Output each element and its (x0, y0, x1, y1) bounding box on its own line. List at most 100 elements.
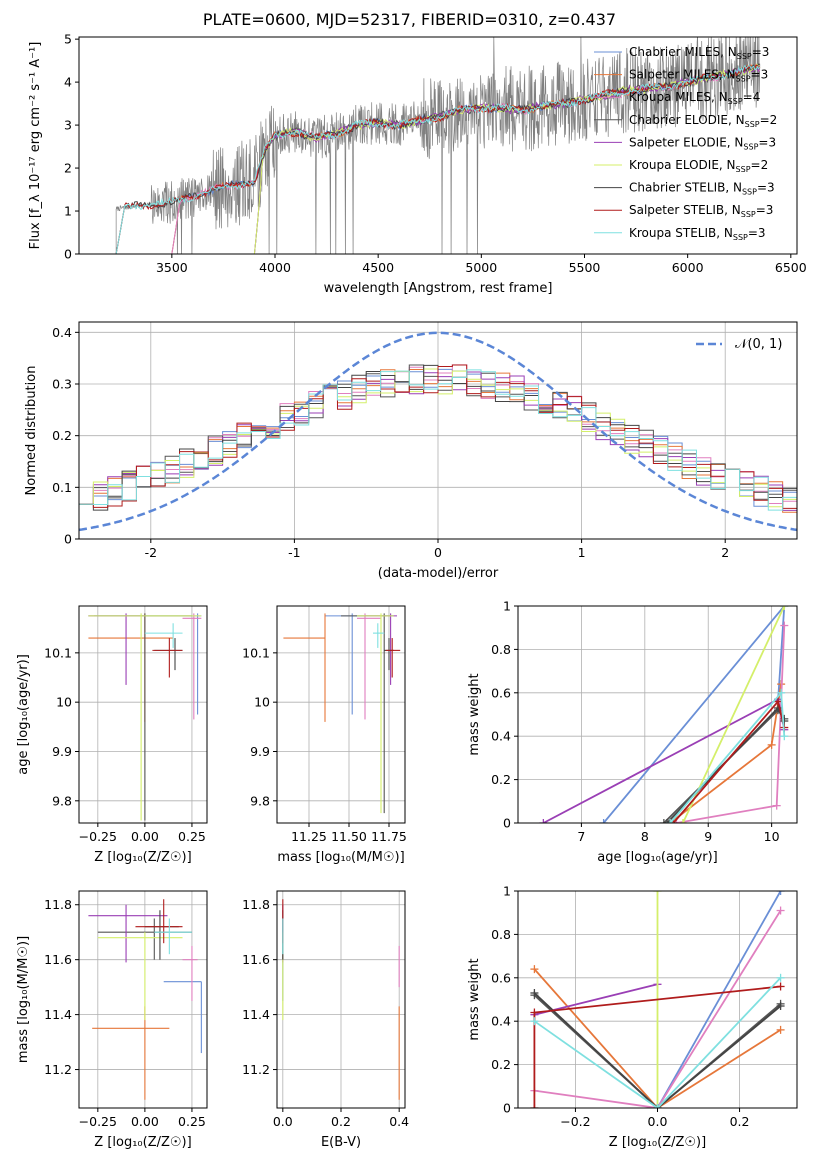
y-axis-label: Flux [f_λ 10⁻¹⁷ erg cm⁻² s⁻¹ A⁻¹] (28, 42, 43, 250)
y-tick-label: 3 (64, 118, 72, 133)
legend-label: Salpeter MILES, NSSP=3 (629, 68, 768, 84)
axes-frame (276, 605, 406, 824)
x-tick-label: 5000 (465, 260, 497, 275)
legend-label: Salpeter STELIB, NSSP=3 (629, 203, 773, 219)
axes-frame (78, 36, 798, 255)
y-axis-label: age [log₁₀(age/yr)] (16, 654, 31, 775)
x-axis-label: Z [log₁₀(Z/Z☉)] (609, 1135, 706, 1150)
residuals-panel: -2 -1 0 1 2 0 0.1 0.2 0.3 0.4 (data-model)/error No… (24, 321, 798, 581)
y-tick-label: 11.2 (44, 1062, 72, 1077)
weight-vs-age-plot-area (539, 606, 789, 823)
legend-label: Kroupa ELODIE, NSSP=2 (629, 158, 768, 174)
weight-line (682, 606, 786, 823)
x-tick-label: 11.25 (291, 829, 327, 844)
weight-line (602, 606, 786, 823)
weight-vs-age-panel: 7 8 9 10 0 0.2 0.4 0.6 0.8 1 age [log₁₀(age/yr)] ma… (467, 599, 798, 865)
x-tick-label: −0.2 (560, 1114, 590, 1129)
age-vs-Z-panel: −0.25 0.00 0.25 9.8 9.9 10 10.1 Z [log₁₀(Z/Z☉)]… (16, 605, 208, 865)
y-tick-label: 5 (64, 32, 72, 47)
legend-label: Kroupa MILES, NSSP=4 (629, 90, 760, 106)
mass-vs-EBV-panel: 0.0 0.2 0.4 11.2 11.4 11.6 11.8 E(B-V) (242, 890, 409, 1150)
x-tick-label: 8 (641, 829, 649, 844)
weight-line (542, 697, 786, 823)
x-tick-label: 5500 (569, 260, 601, 275)
y-tick-label: 10.1 (44, 645, 72, 660)
x-axis-label: mass [log₁₀(M/M☉)] (277, 850, 404, 865)
x-tick-label: 10 (764, 829, 780, 844)
x-tick-label: 0.2 (730, 1114, 750, 1129)
y-tick-label: 1 (64, 204, 72, 219)
legend-label: Salpeter ELODIE, NSSP=3 (629, 135, 776, 151)
histogram-step (79, 369, 797, 511)
age-vs-mass-panel: 11.25 11.50 11.75 9.8 9.9 10 10.1 mass [log₁₀(M… (242, 605, 407, 865)
weight-line (534, 910, 782, 1108)
x-tick-label: 11.75 (371, 829, 407, 844)
x-tick-label: 0.0 (648, 1114, 668, 1129)
legend-label: Kroupa STELIB, NSSP=3 (629, 226, 766, 242)
x-tick-label: 7 (577, 829, 585, 844)
legend-label: Chabrier MILES, NSSP=3 (629, 45, 769, 61)
mass-vs-EBV-plot-area (282, 899, 400, 1100)
weight-line (533, 994, 782, 1108)
weight-line (669, 690, 786, 823)
x-tick-label: 0.25 (178, 1114, 206, 1129)
y-tick-label: 0.3 (52, 377, 72, 392)
x-tick-label: 0.00 (131, 829, 159, 844)
y-tick-label: 9.9 (250, 744, 270, 759)
x-tick-label: 0.2 (331, 1114, 351, 1129)
residuals-plot-area (79, 331, 797, 532)
x-axis-label: wavelength [Angstrom, rest frame] (324, 281, 553, 296)
y-tick-label: 11.8 (242, 897, 270, 912)
x-tick-label: −0.25 (79, 829, 117, 844)
x-tick-label: 3500 (156, 260, 188, 275)
x-axis-label: (data-model)/error (378, 566, 499, 581)
axes-frame (78, 890, 208, 1109)
x-tick-label: 0.4 (389, 1114, 409, 1129)
y-axis-label: mass weight (467, 958, 482, 1040)
legend-label: 𝒩(0, 1) (735, 337, 782, 352)
weight-line (533, 977, 782, 1108)
y-tick-label: 0 (64, 532, 72, 547)
y-tick-label: 0.6 (491, 970, 511, 985)
y-tick-label: 11.4 (44, 1007, 72, 1022)
y-tick-label: 10 (254, 695, 270, 710)
x-tick-label: 0 (434, 545, 442, 560)
x-tick-label: 2 (721, 545, 729, 560)
axes-frame (78, 605, 208, 824)
y-axis-label: mass [log₁₀(M/M☉)] (16, 936, 31, 1063)
age-vs-mass-plot-area (283, 613, 401, 814)
x-axis-label: Z [log₁₀(Z/Z☉)] (94, 850, 191, 865)
y-tick-label: 0.4 (491, 1014, 511, 1029)
y-tick-label: 9.8 (250, 793, 270, 808)
y-tick-label: 0.2 (52, 428, 72, 443)
weight-vs-Z-plot-area (530, 891, 785, 1108)
x-tick-label: 6500 (775, 260, 807, 275)
y-tick-label: 11.8 (44, 897, 72, 912)
x-tick-label: 1 (578, 545, 586, 560)
y-tick-label: 0.8 (491, 927, 511, 942)
spectrum-legend: Chabrier MILES, NSSP=3 Salpeter MILES, NS… (594, 45, 777, 242)
age-vs-Z-plot-area (88, 613, 202, 821)
y-tick-label: 9.8 (52, 793, 72, 808)
x-tick-label: 0.0 (273, 1114, 293, 1129)
weight-line (533, 968, 782, 1108)
y-tick-label: 0.2 (491, 772, 511, 787)
legend-label: Chabrier STELIB, NSSP=3 (629, 181, 775, 197)
page-title: PLATE=0600, MJD=52317, FIBERID=0310, z=0… (202, 10, 617, 29)
weight-line (533, 992, 782, 1108)
y-tick-label: 11.6 (242, 952, 270, 967)
x-axis-label: Z [log₁₀(Z/Z☉)] (94, 1135, 191, 1150)
y-tick-label: 2 (64, 161, 72, 176)
y-tick-label: 11.6 (44, 952, 72, 967)
y-tick-label: 0 (503, 1101, 511, 1116)
y-tick-label: 1 (503, 884, 511, 899)
y-axis-label: Normed distribution (24, 366, 39, 496)
y-tick-label: 9.9 (52, 744, 72, 759)
y-tick-label: 10 (56, 695, 72, 710)
gaussian-curve (79, 331, 797, 532)
y-tick-label: 4 (64, 75, 72, 90)
spectrum-panel: 3500 4000 4500 5000 5500 6000 6500 0 1 2 3 4 5 wavele… (28, 32, 807, 296)
y-axis-label: mass weight (467, 673, 482, 755)
y-tick-label: 0.4 (52, 325, 72, 340)
